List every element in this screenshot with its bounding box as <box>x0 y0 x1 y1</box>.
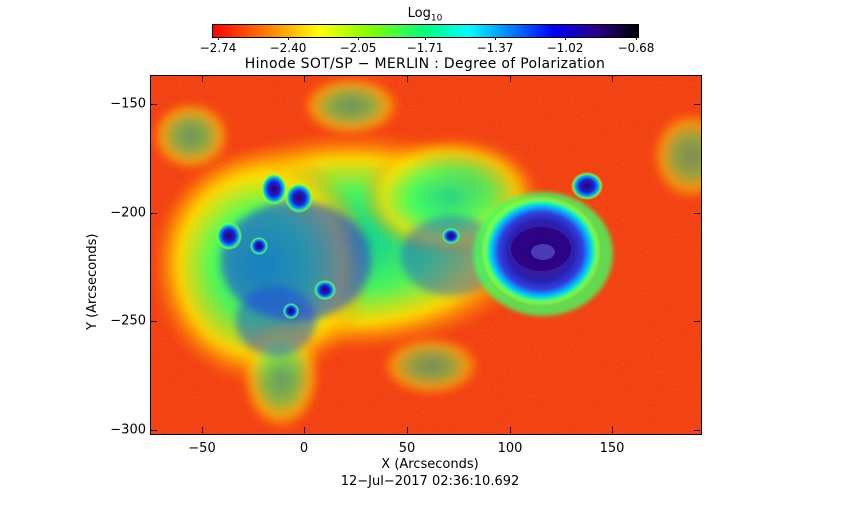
y-tick-mark <box>151 104 157 105</box>
colorbar-tick-label: −0.68 <box>617 41 655 55</box>
x-tick-mark-top <box>202 76 203 82</box>
x-tick-label: 50 <box>398 441 416 456</box>
y-tick-mark-right <box>694 430 700 431</box>
colorbar-tick-label: −2.40 <box>269 41 307 55</box>
x-tick-mark <box>510 427 511 433</box>
x-tick-mark-top <box>407 76 408 82</box>
x-tick-mark-top <box>304 76 305 82</box>
y-tick-label: −200 <box>110 205 146 221</box>
y-tick-label: −250 <box>110 313 146 329</box>
x-tick-mark <box>202 427 203 433</box>
y-tick-mark-right <box>694 213 700 214</box>
y-tick-mark <box>151 213 157 214</box>
y-tick-mark-right <box>694 104 700 105</box>
x-tick-mark <box>407 427 408 433</box>
colorbar-tick-mark <box>218 37 219 40</box>
y-tick-mark <box>151 430 157 431</box>
colorbar-tick-mark <box>636 37 637 40</box>
y-tick-mark-right <box>694 321 700 322</box>
colorbar-title: Log10 <box>407 6 443 24</box>
polarization-map-graphic <box>151 76 701 434</box>
x-tick-label: 150 <box>599 441 625 456</box>
colorbar-tick-label: −1.37 <box>476 41 514 55</box>
x-tick-label: 0 <box>299 441 309 456</box>
x-tick-mark <box>304 427 305 433</box>
colorbar <box>212 24 639 38</box>
colorbar-tick-mark <box>495 37 496 40</box>
x-tick-label: 100 <box>497 441 523 456</box>
timestamp: 12−Jul−2017 02:36:10.692 <box>340 474 520 489</box>
y-axis-label: Y (Arcseconds) <box>85 233 100 330</box>
colorbar-tick-mark <box>288 37 289 40</box>
x-axis-label: X (Arcseconds) <box>381 457 479 472</box>
colorbar-tick-mark <box>425 37 426 40</box>
plot-title: Hinode SOT/SP − MERLIN : Degree of Polar… <box>244 56 606 72</box>
x-tick-mark <box>612 427 613 433</box>
x-tick-label: −50 <box>188 441 216 456</box>
y-tick-label: −150 <box>110 96 146 112</box>
colorbar-tick-label: −2.74 <box>199 41 237 55</box>
colorbar-tick-label: −2.05 <box>339 41 377 55</box>
x-tick-mark-top <box>612 76 613 82</box>
colorbar-tick-label: −1.02 <box>546 41 584 55</box>
colorbar-tick-mark <box>358 37 359 40</box>
y-tick-mark <box>151 321 157 322</box>
x-tick-mark-top <box>510 76 511 82</box>
y-tick-label: −300 <box>110 422 146 438</box>
colorbar-tick-mark <box>565 37 566 40</box>
polarization-map-image <box>150 75 702 435</box>
colorbar-tick-label: −1.71 <box>406 41 444 55</box>
